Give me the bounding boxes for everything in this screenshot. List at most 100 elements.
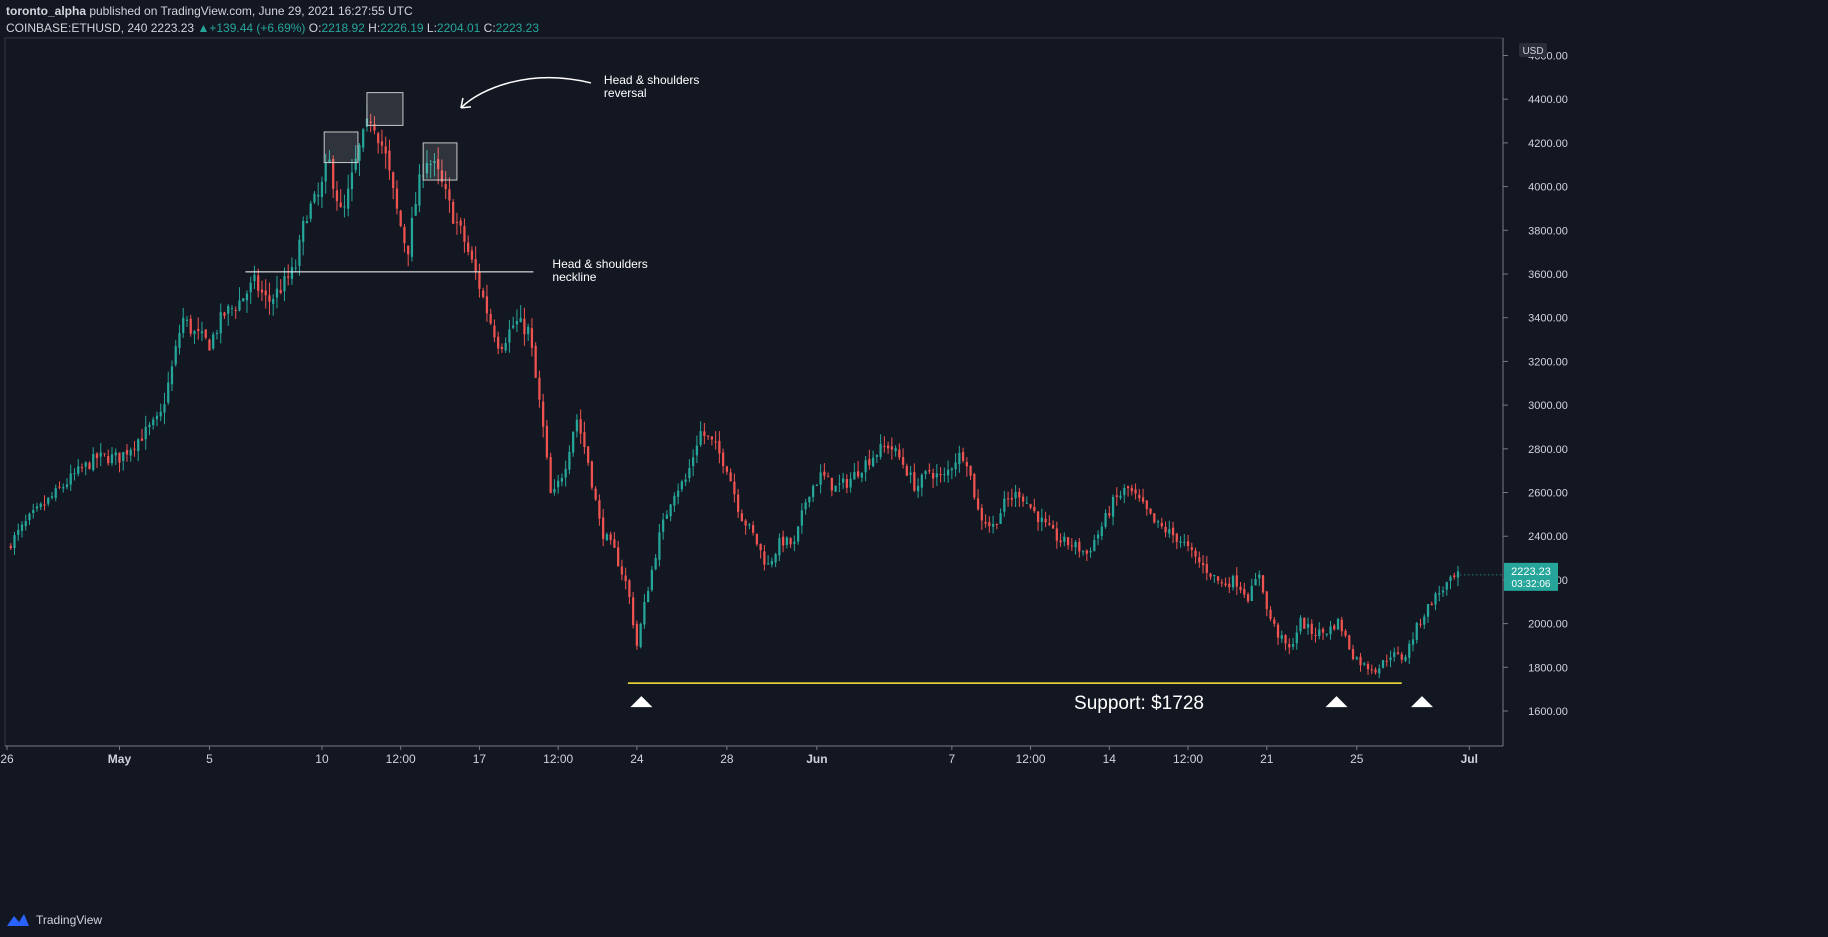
last-price-label: 2223.23 [1511, 566, 1551, 578]
candle-body [1280, 635, 1283, 639]
candle-body [58, 486, 61, 488]
candle-body [159, 411, 162, 417]
footer: TradingView [6, 913, 102, 927]
candle-body [557, 480, 560, 488]
candle-body [429, 163, 432, 165]
candle-body [163, 404, 166, 413]
support-marker-icon [1325, 696, 1348, 708]
candle-body [845, 479, 848, 488]
candle-body [995, 523, 998, 525]
candle-body [1168, 529, 1171, 534]
candle-body [373, 124, 376, 131]
close-value: 2223.23 [495, 21, 540, 35]
candle-body [898, 449, 901, 458]
candle-body [950, 468, 953, 471]
candle-body [1378, 668, 1381, 674]
x-tick-label: 5 [206, 752, 213, 766]
candle-body [24, 521, 27, 527]
candle-body [305, 221, 309, 224]
candle-body [223, 312, 226, 316]
y-tick-label: 1600.00 [1528, 706, 1568, 718]
candle-body [804, 502, 807, 510]
candle-body [62, 487, 65, 489]
x-tick-label: Jul [1461, 752, 1478, 766]
candle-body [789, 538, 792, 545]
candle-body [343, 206, 346, 208]
candle-body [448, 189, 451, 201]
candle-body [212, 334, 215, 349]
candle-body [478, 271, 481, 289]
candle-body [73, 473, 76, 475]
candle-body [380, 141, 384, 146]
candle-body [658, 532, 661, 560]
close-label: C: [483, 21, 496, 35]
y-tick-label: 4400.00 [1528, 94, 1568, 106]
left-shoulder-box[interactable] [323, 131, 359, 164]
candle-body [1261, 575, 1265, 593]
currency-label: USD [1522, 46, 1543, 57]
candle-body [703, 431, 706, 436]
candle-body [939, 474, 942, 476]
candle-body [999, 513, 1002, 524]
candle-body [1393, 652, 1396, 657]
candle-body [1381, 660, 1385, 668]
candle-body [1003, 498, 1006, 512]
candle-body [84, 462, 87, 467]
candle-body [47, 497, 50, 504]
candle-body [182, 317, 185, 334]
candle-body [665, 514, 669, 519]
candle-body [437, 159, 440, 170]
candle-body [137, 439, 140, 451]
candle-body [395, 188, 399, 209]
author-name[interactable]: toronto_alpha [6, 4, 86, 18]
candle-body [733, 481, 736, 495]
candle-body [1141, 497, 1145, 502]
candle-body [257, 275, 260, 291]
candle-body [155, 415, 159, 420]
candle-body [313, 193, 316, 203]
candle-body [943, 474, 946, 476]
candle-body [748, 524, 751, 526]
right-shoulder-box[interactable] [422, 142, 458, 181]
chart-header: toronto_alpha published on TradingView.c… [6, 3, 539, 37]
candle-body [1134, 489, 1137, 494]
reversal-arrow[interactable] [460, 76, 592, 109]
candle-body [110, 454, 114, 464]
candle-body [774, 554, 777, 563]
x-tick-label: 14 [1103, 752, 1117, 766]
candle-body [1130, 487, 1133, 492]
candle-body [613, 539, 616, 548]
candle-body [242, 298, 245, 302]
candle-body [459, 220, 462, 226]
candle-body [204, 329, 207, 338]
candle-body [215, 332, 219, 334]
candle-body [504, 342, 507, 351]
tradingview-logo-icon [7, 914, 29, 926]
candle-body [714, 441, 717, 443]
head-box[interactable] [366, 92, 404, 126]
candle-body [1404, 656, 1407, 661]
footer-brand[interactable]: TradingView [36, 913, 103, 927]
y-tick-label: 2600.00 [1528, 488, 1568, 500]
x-tick-label: 12:00 [386, 752, 416, 766]
symbol-label[interactable]: COINBASE:ETHUSD, 240 [6, 21, 148, 35]
candle-body [377, 133, 380, 144]
candle-body [808, 496, 811, 503]
candle-body [260, 289, 264, 293]
candle-body [1145, 500, 1148, 510]
candle-body [1198, 557, 1201, 563]
candle-body [1276, 624, 1280, 638]
candle-body [1291, 644, 1295, 647]
candle-body [414, 203, 417, 216]
candle-body [440, 170, 444, 183]
candle-body [699, 431, 702, 445]
candle-body [1126, 486, 1130, 489]
candle-body [1314, 635, 1317, 637]
candle-body [362, 129, 365, 148]
support-label: Support: $1728 [1074, 693, 1204, 714]
candle-body [946, 469, 950, 476]
candle-body [766, 563, 770, 565]
y-tick-label: 4200.00 [1528, 138, 1568, 150]
x-tick-label: 10 [315, 752, 329, 766]
